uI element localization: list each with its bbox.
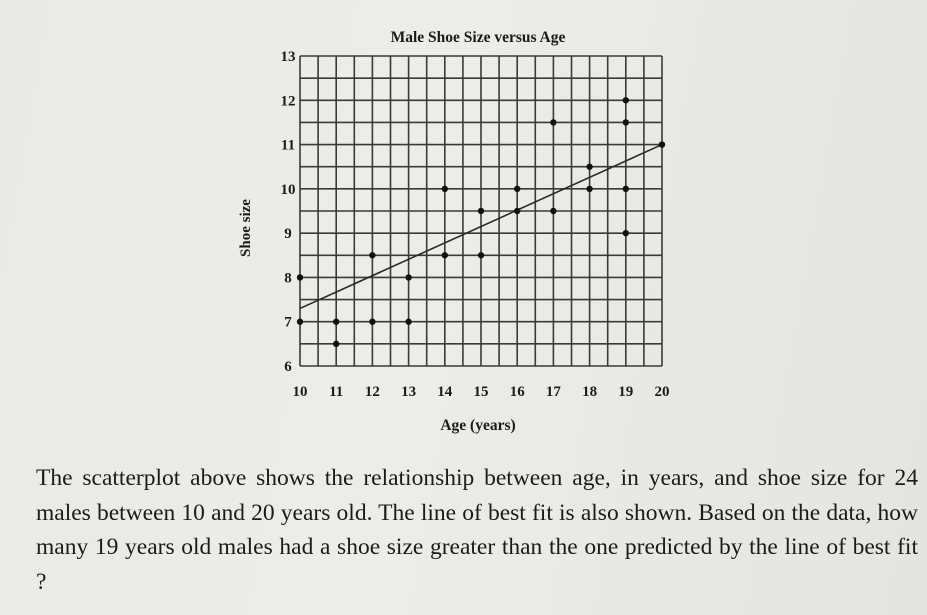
data-point: [333, 318, 340, 325]
data-point: [441, 252, 448, 259]
x-tick-label: 17: [546, 384, 562, 400]
best-fit-line: [299, 143, 663, 310]
x-tick-label: 10: [293, 384, 308, 400]
y-tick-label: 12: [281, 93, 296, 109]
data-point: [333, 340, 340, 348]
question-text: The scatterplot above shows the relation…: [36, 465, 918, 595]
data-point: [622, 97, 629, 104]
y-tick-label: 13: [281, 49, 296, 65]
x-tick-label: 12: [365, 384, 380, 400]
x-tick-label: 11: [329, 384, 343, 400]
y-tick-label: 9: [284, 226, 292, 242]
data-point: [550, 119, 557, 126]
data-point: [622, 119, 629, 126]
data-point: [550, 207, 557, 215]
x-tick-label: 16: [510, 384, 526, 400]
data-point: [477, 252, 485, 259]
scatterplot: Male Shoe Size versus Age Shoe size Age …: [238, 29, 670, 434]
data-point: [622, 185, 629, 193]
data-point: [658, 141, 666, 148]
data-point: [405, 274, 412, 281]
tick-labels: 10 11 12 13 14 15 16 17 18 19 20 6 7 8 9 10 11 12 13: [281, 49, 670, 400]
best-fit-line-group: [299, 143, 663, 310]
x-tick-label: 14: [437, 384, 453, 400]
x-tick-label: 20: [655, 384, 670, 400]
data-point: [369, 318, 376, 325]
data-point: [296, 274, 304, 281]
chart-title: Male Shoe Size versus Age: [391, 29, 566, 46]
x-tick-label: 13: [401, 384, 416, 400]
data-point: [369, 252, 376, 259]
data-point: [586, 163, 593, 170]
x-axis-label: Age (years): [440, 417, 515, 434]
y-tick-label: 8: [284, 270, 292, 286]
data-point: [514, 207, 521, 215]
data-points: [296, 97, 666, 348]
data-point: [296, 318, 304, 325]
y-tick-label: 10: [281, 182, 296, 198]
y-tick-label: 11: [281, 138, 295, 154]
data-point: [441, 185, 448, 193]
data-point: [514, 185, 521, 193]
data-point: [622, 229, 629, 237]
x-tick-label: 18: [582, 384, 597, 400]
data-point: [405, 318, 412, 325]
y-tick-label: 6: [284, 359, 292, 375]
data-point: [586, 185, 593, 193]
data-point: [477, 207, 485, 215]
x-tick-label: 19: [618, 384, 633, 400]
y-axis-label: Shoe size: [238, 199, 254, 257]
y-tick-label: 7: [284, 315, 292, 331]
x-tick-label: 15: [474, 384, 489, 400]
